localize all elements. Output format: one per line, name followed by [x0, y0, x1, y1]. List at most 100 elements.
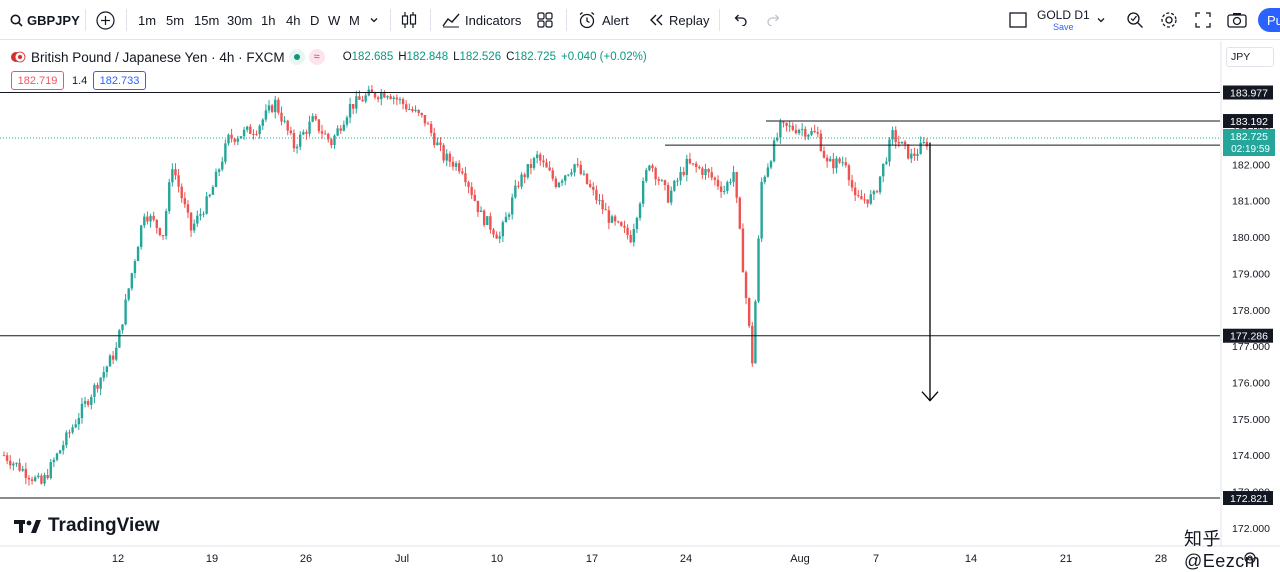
indicators-icon — [442, 13, 460, 28]
candle — [719, 181, 723, 198]
timeframe-1m[interactable]: 1m — [138, 12, 157, 28]
candle — [922, 137, 925, 145]
candle — [548, 160, 551, 172]
candle — [754, 299, 757, 364]
candle — [835, 155, 838, 174]
down-arrow-drawing[interactable] — [921, 142, 939, 402]
candle — [891, 126, 894, 146]
candle — [464, 166, 467, 187]
candle — [679, 166, 682, 186]
candle — [804, 126, 807, 141]
open-value: 182.685 — [351, 51, 394, 63]
fullscreen-button[interactable] — [1195, 0, 1211, 40]
timeframe-5m[interactable]: 5m — [166, 12, 185, 28]
undo-button[interactable] — [732, 0, 748, 40]
candle — [707, 168, 710, 178]
market-open-indicator[interactable] — [288, 49, 305, 65]
layout-save-status: Save — [1053, 21, 1074, 32]
symbol-search[interactable]: GBPJPY — [10, 0, 80, 40]
candle — [682, 167, 685, 177]
chart-type-button[interactable] — [400, 0, 418, 40]
sell-price-button[interactable]: 182.719 — [11, 71, 64, 90]
tradingview-logo[interactable]: TradingView — [14, 515, 160, 537]
time-tick-label: 10 — [491, 553, 503, 565]
candle — [99, 377, 102, 396]
candle — [292, 129, 296, 152]
candle — [660, 178, 664, 182]
candle — [258, 124, 261, 139]
layout-name: GOLD D1 — [1037, 7, 1090, 22]
indicators-button[interactable]: Indicators — [442, 0, 521, 40]
candle — [168, 178, 171, 214]
layout-dropdown[interactable] — [1096, 0, 1106, 40]
redo-button[interactable] — [766, 0, 782, 40]
candle — [420, 112, 423, 118]
timeframe-15m[interactable]: 15m — [194, 12, 220, 28]
candle — [713, 176, 717, 186]
candle — [882, 163, 885, 183]
compare-button[interactable] — [96, 0, 115, 40]
candle — [498, 231, 501, 244]
candle — [323, 130, 327, 135]
candle — [489, 212, 492, 234]
candle — [776, 132, 779, 143]
timeframe-D[interactable]: D — [310, 12, 320, 28]
price-tick-label: 182.000 — [1232, 159, 1270, 171]
alert-button[interactable]: Alert — [578, 0, 629, 40]
data-delay-badge[interactable]: ≈ — [308, 49, 325, 65]
candle — [641, 177, 645, 208]
candle — [196, 210, 199, 227]
top-toolbar: GBPJPY Indicators Alert Replay GOLD D1 S… — [0, 0, 1280, 40]
layout-name-button[interactable]: GOLD D1 Save — [1037, 0, 1090, 40]
time-tick-label: Aug — [790, 553, 810, 565]
candle — [189, 212, 193, 237]
candle — [448, 151, 452, 167]
timeframe-1h[interactable]: 1h — [261, 12, 276, 28]
replay-button[interactable]: Replay — [648, 0, 709, 40]
timeframe-dropdown[interactable] — [369, 0, 379, 40]
candle — [607, 206, 611, 230]
candle — [249, 124, 252, 135]
candle — [760, 177, 763, 243]
quick-search-button[interactable] — [1126, 0, 1144, 40]
candle — [482, 209, 486, 227]
candle — [411, 106, 414, 113]
time-tick-label: 26 — [300, 553, 312, 565]
candle — [900, 141, 904, 144]
currency-selector[interactable]: JPY — [1226, 47, 1274, 67]
time-tick-label: 24 — [680, 553, 692, 565]
settings-button[interactable] — [1160, 0, 1178, 40]
timeframe-4h[interactable]: 4h — [286, 12, 301, 28]
timeframe-W[interactable]: W — [328, 12, 341, 28]
candle — [788, 121, 791, 132]
high-label: H — [398, 51, 407, 63]
candle — [588, 179, 592, 189]
candle — [43, 472, 46, 486]
snapshot-button[interactable] — [1227, 0, 1247, 40]
publish-button[interactable]: Pu — [1258, 8, 1280, 32]
quick-search-icon — [1127, 12, 1143, 28]
change-value: +0.040 (+0.02%) — [560, 51, 647, 63]
time-axis-settings-icon[interactable] — [1244, 552, 1256, 564]
level-price-label: 172.821 — [1230, 493, 1268, 505]
timeframe-30m[interactable]: 30m — [227, 12, 253, 28]
candle — [161, 234, 165, 240]
candle — [592, 182, 595, 196]
layout-button[interactable] — [1009, 0, 1027, 40]
buy-price-button[interactable]: 182.733 — [93, 71, 146, 90]
candle — [507, 212, 511, 221]
templates-button[interactable] — [537, 0, 553, 40]
symbol-title[interactable]: British Pound / Japanese Yen · 4h · FXCM — [31, 49, 285, 65]
candle — [62, 440, 65, 455]
candle — [136, 245, 140, 262]
price-tick-label: 174.000 — [1232, 450, 1270, 462]
candle — [666, 182, 670, 204]
candle — [779, 118, 782, 144]
candle — [782, 121, 785, 128]
time-tick-label: 19 — [206, 553, 218, 565]
candle — [726, 180, 729, 194]
candles-icon — [401, 12, 417, 28]
candle — [816, 126, 819, 138]
price-chart[interactable]: 172.000173.000174.000175.000176.000177.0… — [0, 41, 1280, 571]
timeframe-M[interactable]: M — [349, 12, 360, 28]
